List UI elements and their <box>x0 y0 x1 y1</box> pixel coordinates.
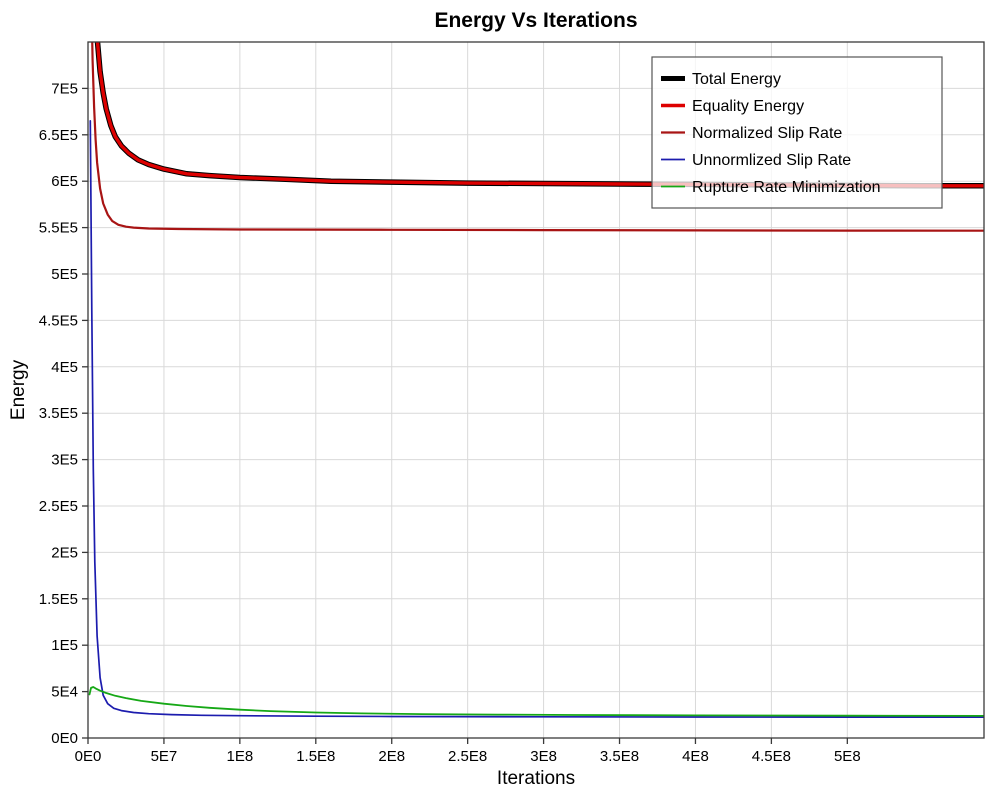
x-tick-label: 5E7 <box>151 748 178 765</box>
plot-border <box>87 41 985 739</box>
y-tick-label: 5.5E5 <box>39 220 78 237</box>
x-tick-label: 5E8 <box>834 748 861 765</box>
legend-label: Rupture Rate Minimization <box>692 179 881 196</box>
legend-label: Equality Energy <box>692 98 804 115</box>
legend: Total Energy Equality Energy Normalized Sl… <box>651 56 943 209</box>
y-axis-ticks: 0E0 5E4 1E5 1.5E5 2E5 2.5E5 3E5 3.5E5 4E5 4.5E5 5E… <box>39 80 88 747</box>
y-tick-label: 2.5E5 <box>39 498 78 515</box>
legend-entry-equality-energy: Equality Energy <box>661 98 804 115</box>
legend-entry-normalized-slip-rate: Normalized Slip Rate <box>661 125 842 142</box>
series-line-equality-energy <box>95 42 984 188</box>
legend-box <box>651 56 943 209</box>
y-tick-label: 6E5 <box>51 173 78 190</box>
x-tick-label: 2.5E8 <box>448 748 487 765</box>
y-tick-label: 6.5E5 <box>39 127 78 144</box>
y-tick-label: 4.5E5 <box>39 312 78 329</box>
series-line-normalized-slip-rate <box>91 42 984 232</box>
y-tick-label: 4E5 <box>51 359 78 376</box>
y-tick-label: 1E5 <box>51 637 78 654</box>
y-tick-label: 3.5E5 <box>39 405 78 422</box>
series-line-unnormlized-slip-rate <box>89 120 984 718</box>
x-tick-label: 3.5E8 <box>600 748 639 765</box>
y-tick-label: 0E0 <box>51 730 78 747</box>
legend-entry-rupture-rate-minimization: Rupture Rate Minimization <box>661 179 881 196</box>
y-tick-label: 3E5 <box>51 452 78 469</box>
x-tick-label: 1.5E8 <box>296 748 335 765</box>
x-axis-ticks: 0E0 5E7 1E8 1.5E8 2E8 2.5E8 3E8 3.5E8 4E8 4.5E8 5E… <box>75 738 861 765</box>
series-line-rupture-rate-minimization <box>88 686 984 717</box>
y-tick-label: 1.5E5 <box>39 591 78 608</box>
y-tick-label: 5E5 <box>51 266 78 283</box>
y-axis-label: Energy <box>8 359 29 420</box>
legend-entry-unnormlized-slip-rate: Unnormlized Slip Rate <box>661 152 851 169</box>
x-tick-label: 1E8 <box>227 748 254 765</box>
legend-label: Total Energy <box>692 71 781 88</box>
y-tick-label: 7E5 <box>51 80 78 97</box>
x-tick-label: 4E8 <box>682 748 709 765</box>
series-layer <box>88 42 984 718</box>
x-axis-label: Iterations <box>497 768 575 789</box>
x-tick-label: 2E8 <box>378 748 405 765</box>
legend-entry-total-energy: Total Energy <box>661 71 781 88</box>
x-tick-label: 3E8 <box>530 748 557 765</box>
x-tick-label: 0E0 <box>75 748 102 765</box>
x-tick-label: 4.5E8 <box>752 748 791 765</box>
y-tick-label: 5E4 <box>51 684 78 701</box>
legend-label: Normalized Slip Rate <box>692 125 842 142</box>
y-tick-label: 2E5 <box>51 544 78 561</box>
chart-title: Energy Vs Iterations <box>434 9 637 32</box>
legend-label: Unnormlized Slip Rate <box>692 152 851 169</box>
